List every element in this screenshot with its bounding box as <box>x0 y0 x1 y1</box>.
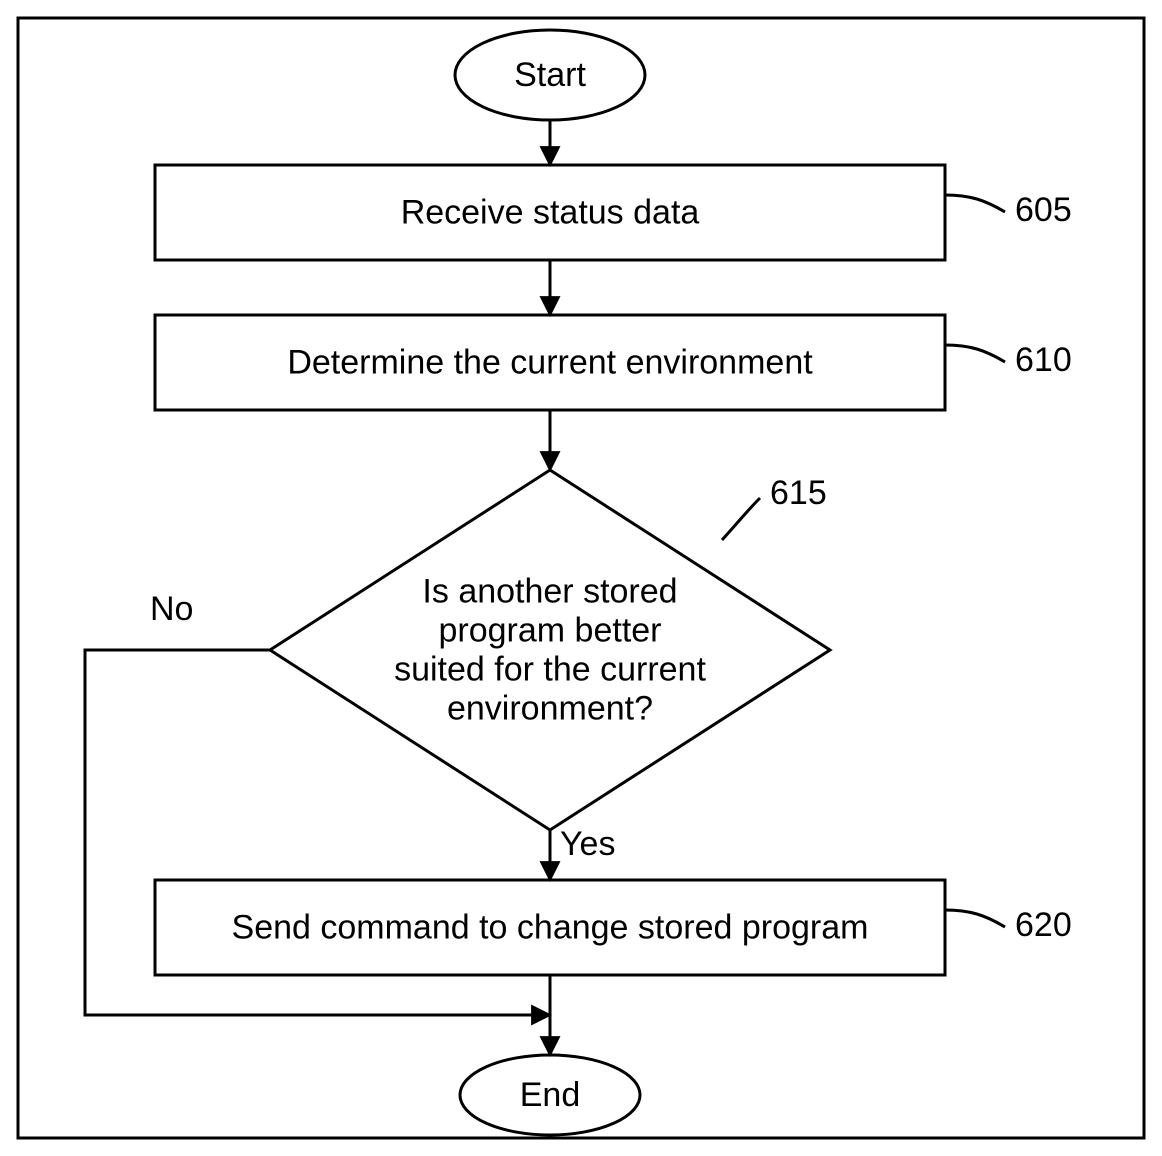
node-end-label: End <box>520 1076 581 1114</box>
ref-610: 610 <box>1015 341 1072 379</box>
edge-3-label: Yes <box>560 825 615 863</box>
flowchart-diagram: Start Receive status data 605 Determine the… <box>0 0 1162 1156</box>
node-decision-line-0: Is another stored <box>422 572 677 610</box>
node-end: End <box>460 1055 640 1135</box>
node-determine: Determine the current environment <box>155 315 945 410</box>
ref-connector-3 <box>945 910 1005 927</box>
edge-5-label: No <box>150 590 193 628</box>
node-start: Start <box>455 30 645 120</box>
node-determine-label: Determine the current environment <box>287 343 813 381</box>
ref-620: 620 <box>1015 906 1072 944</box>
node-decision: Is another storedprogram bettersuited fo… <box>270 470 830 830</box>
ref-615: 615 <box>770 474 827 512</box>
node-decision-line-2: suited for the current <box>394 651 706 689</box>
node-send: Send command to change stored program <box>155 880 945 975</box>
ref-connector-1 <box>945 345 1005 362</box>
node-decision-line-3: environment? <box>447 690 653 728</box>
node-receive-label: Receive status data <box>401 193 700 231</box>
node-receive: Receive status data <box>155 165 945 260</box>
ref-605: 605 <box>1015 191 1072 229</box>
node-start-label: Start <box>514 56 586 94</box>
ref-connector-2 <box>722 498 760 540</box>
node-send-label: Send command to change stored program <box>232 908 869 946</box>
node-decision-line-1: program better <box>439 611 662 649</box>
ref-connector-0 <box>945 195 1005 212</box>
